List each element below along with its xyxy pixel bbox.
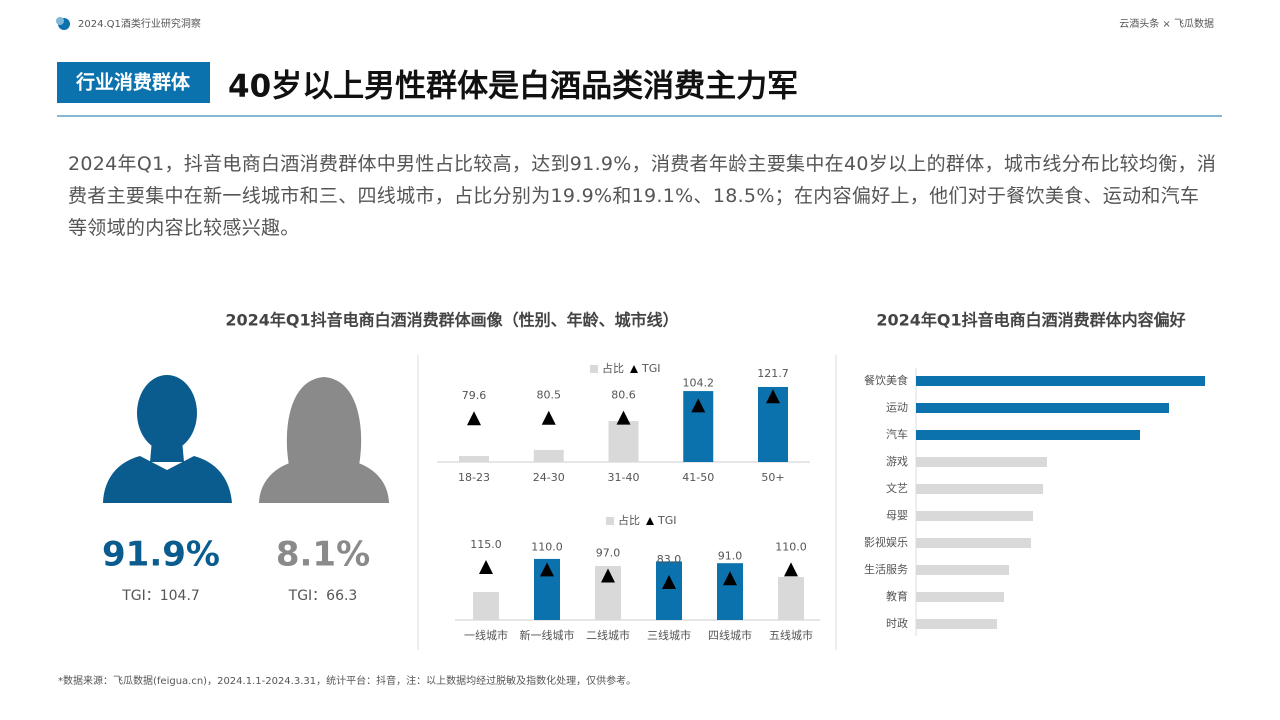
- y-tick-label: 运动: [886, 401, 908, 414]
- bar: [916, 376, 1205, 386]
- bar: [916, 565, 1009, 575]
- legend-label: TGI: [641, 362, 661, 375]
- value-label: 80.6: [611, 389, 636, 402]
- legend-swatch: [590, 365, 598, 373]
- logo: [56, 17, 64, 25]
- female-icon: [259, 377, 389, 503]
- bar: [916, 430, 1140, 440]
- brand: 云酒头条 × 飞瓜数据: [1119, 17, 1214, 30]
- tgi-marker: [766, 389, 780, 404]
- tag: 行业消费群体: [75, 71, 191, 94]
- x-tick-label: 一线城市: [464, 628, 508, 642]
- bar: [916, 457, 1047, 467]
- footnote: *数据来源：飞瓜数据(feigua.cn)，2024.1.1-2024.3.31…: [58, 674, 636, 687]
- bar: [473, 592, 499, 620]
- y-tick-label: 餐饮美食: [864, 373, 908, 387]
- value-label: 115.0: [470, 538, 502, 551]
- tgi-marker: [723, 571, 737, 586]
- page-title: 40岁以上男性群体是白酒品类消费主力军: [228, 69, 798, 105]
- bar: [916, 619, 997, 629]
- bar: [916, 592, 1004, 602]
- value-label: 110.0: [531, 540, 563, 553]
- tgi-marker: [540, 562, 554, 577]
- value-label: 91.0: [718, 549, 743, 562]
- bar: [459, 456, 489, 462]
- legend-label: TGI: [657, 514, 677, 527]
- female-tgi: TGI：66.3: [288, 588, 358, 604]
- male-tgi: TGI：104.7: [121, 588, 200, 604]
- legend-marker: [630, 365, 638, 373]
- series-title: 2024.Q1酒类行业研究洞察: [78, 17, 201, 30]
- male-icon: [103, 375, 232, 503]
- value-label: 97.0: [596, 546, 621, 559]
- legend-label: 占比: [602, 361, 624, 375]
- legend-marker: [646, 517, 654, 525]
- tgi-marker: [662, 575, 676, 590]
- bar: [916, 484, 1043, 494]
- tgi-marker: [467, 411, 481, 426]
- value-label: 79.6: [462, 389, 487, 402]
- x-tick-label: 41-50: [682, 471, 714, 484]
- section-title: 2024年Q1抖音电商白酒消费群体画像（性别、年龄、城市线）: [225, 311, 678, 330]
- x-tick-label: 31-40: [608, 471, 640, 484]
- y-tick-label: 教育: [886, 589, 908, 603]
- y-tick-label: 文艺: [886, 481, 908, 495]
- y-tick-label: 母婴: [886, 509, 908, 522]
- value-label: 80.5: [537, 389, 562, 402]
- section-title: 2024年Q1抖音电商白酒消费群体内容偏好: [876, 311, 1185, 330]
- value-label: 121.7: [757, 367, 789, 380]
- legend-swatch: [606, 517, 614, 525]
- bar: [533, 449, 564, 462]
- x-tick-label: 三线城市: [647, 628, 691, 642]
- x-tick-label: 四线城市: [708, 628, 752, 642]
- bar: [916, 511, 1033, 521]
- y-tick-label: 生活服务: [864, 562, 908, 576]
- y-tick-label: 影视娱乐: [864, 535, 908, 549]
- y-tick-label: 游戏: [886, 455, 908, 468]
- tgi-marker: [541, 410, 556, 425]
- tgi-marker: [784, 562, 798, 577]
- x-tick-label: 二线城市: [586, 628, 630, 642]
- bar: [916, 538, 1031, 548]
- female-share: 8.1%: [276, 535, 370, 575]
- summary: 2024年Q1，抖音电商白酒消费群体中男性占比较高，达到91.9%，消费者年龄主…: [68, 153, 1217, 239]
- tag-box: [57, 62, 210, 103]
- bar: [916, 403, 1169, 413]
- value-label: 110.0: [775, 540, 807, 553]
- bar: [778, 577, 804, 620]
- tgi-marker: [601, 568, 615, 583]
- bar: [656, 561, 682, 620]
- value-label: 104.2: [683, 376, 715, 389]
- x-tick-label: 新一线城市: [520, 628, 575, 642]
- x-tick-label: 24-30: [533, 471, 565, 484]
- value-label: 83.0: [657, 553, 682, 566]
- male-share: 91.9%: [102, 535, 220, 575]
- bar: [608, 421, 639, 462]
- tgi-marker: [616, 410, 631, 425]
- tgi-marker: [479, 560, 493, 574]
- y-tick-label: 时政: [886, 616, 908, 630]
- legend-label: 占比: [618, 513, 640, 527]
- x-tick-label: 50+: [761, 471, 784, 484]
- tgi-marker: [691, 398, 706, 413]
- x-tick-label: 18-23: [458, 471, 490, 484]
- y-tick-label: 汽车: [886, 427, 908, 441]
- x-tick-label: 五线城市: [769, 628, 813, 642]
